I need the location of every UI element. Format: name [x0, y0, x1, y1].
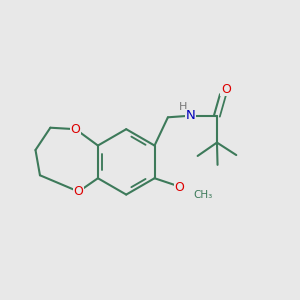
Text: O: O — [174, 181, 184, 194]
Text: N: N — [185, 109, 195, 122]
Text: CH₃: CH₃ — [193, 190, 212, 200]
Text: O: O — [71, 123, 81, 136]
Text: H: H — [179, 103, 188, 112]
Text: O: O — [74, 185, 83, 198]
Text: O: O — [221, 82, 231, 96]
